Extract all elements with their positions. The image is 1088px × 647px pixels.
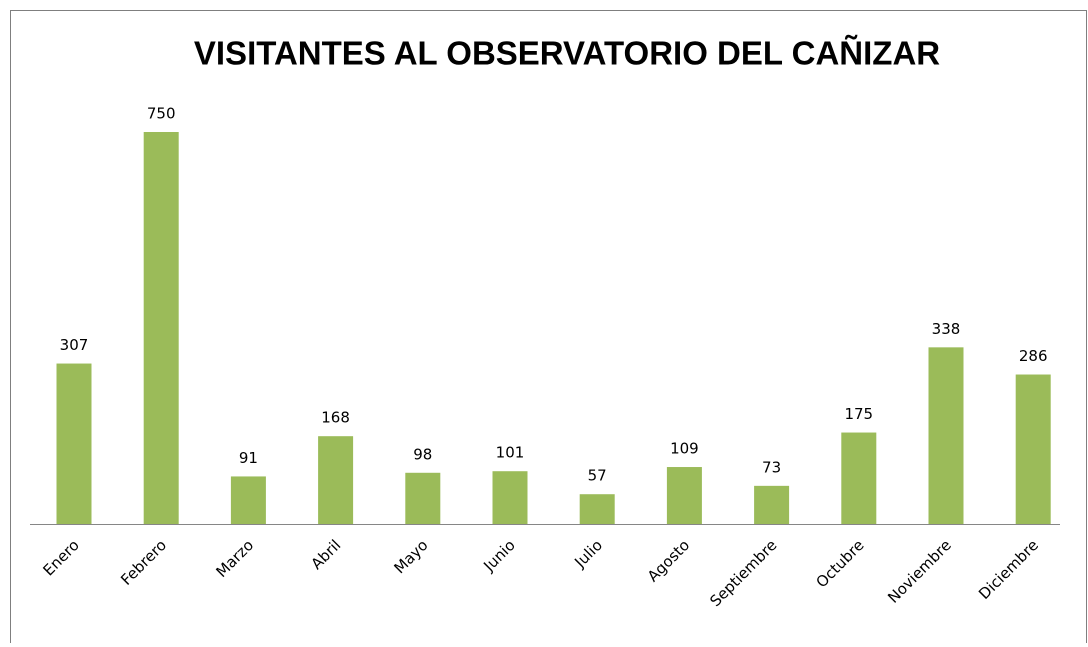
data-label: 338 bbox=[932, 320, 961, 338]
bar bbox=[1015, 374, 1051, 524]
bar bbox=[318, 436, 354, 524]
bar bbox=[666, 467, 702, 524]
bar bbox=[405, 472, 441, 524]
data-label: 286 bbox=[1019, 347, 1048, 365]
data-label: 175 bbox=[844, 405, 873, 423]
data-label: 750 bbox=[147, 105, 176, 123]
data-label: 91 bbox=[239, 449, 258, 467]
data-label: 98 bbox=[413, 445, 432, 463]
bar bbox=[579, 494, 615, 524]
bar bbox=[928, 347, 964, 524]
data-label: 109 bbox=[670, 440, 699, 458]
chart-title: VISITANTES AL OBSERVATORIO DEL CAÑIZAR bbox=[194, 35, 940, 72]
bar bbox=[143, 132, 179, 524]
data-label: 101 bbox=[496, 444, 525, 462]
chart-frame bbox=[10, 10, 1087, 647]
bar bbox=[56, 363, 92, 524]
data-label: 73 bbox=[762, 458, 781, 476]
bar bbox=[492, 471, 528, 524]
data-label: 57 bbox=[588, 467, 607, 485]
bar bbox=[841, 432, 877, 524]
bar bbox=[754, 485, 790, 524]
bar bbox=[230, 476, 266, 524]
data-label: 168 bbox=[321, 409, 350, 427]
data-label: 307 bbox=[60, 336, 89, 354]
